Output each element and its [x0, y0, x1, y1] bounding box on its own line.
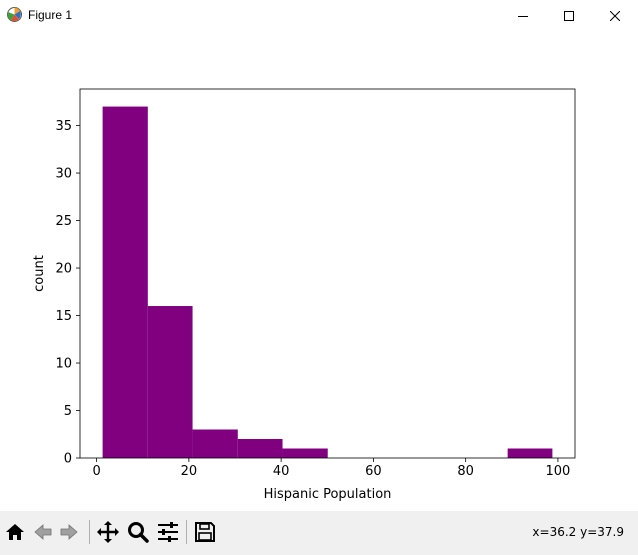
home-button[interactable] [2, 519, 28, 545]
x-tick-label: 0 [92, 464, 100, 479]
x-tick-label: 60 [365, 464, 382, 479]
histogram-bar [102, 106, 148, 459]
histogram-bar [147, 306, 193, 458]
histogram-bar [192, 429, 238, 458]
forward-arrow-icon [60, 524, 78, 540]
save-icon [195, 522, 215, 542]
minimize-button[interactable] [500, 0, 546, 31]
save-button[interactable] [192, 519, 218, 545]
back-arrow-icon [34, 524, 52, 540]
configure-subplots-button[interactable] [155, 519, 181, 545]
minimize-icon [518, 15, 528, 17]
close-icon [610, 10, 620, 21]
y-tick-label: 0 [64, 452, 72, 467]
maximize-button[interactable] [546, 0, 592, 31]
x-tick-label: 20 [181, 464, 198, 479]
y-tick-label: 20 [55, 262, 72, 277]
axes-frame [79, 88, 576, 459]
close-button[interactable] [592, 0, 638, 31]
navigation-toolbar: x=36.2 y=37.9 [0, 511, 638, 555]
y-tick-label: 25 [55, 214, 72, 229]
y-tick-label: 35 [55, 119, 72, 134]
y-tick-label: 15 [55, 309, 72, 324]
histogram-bar [282, 448, 328, 458]
window-title: Figure 1 [28, 8, 73, 22]
x-axis-label: Hispanic Population [264, 487, 392, 502]
pan-button[interactable] [95, 519, 121, 545]
histogram-chart: 0 20 40 60 80 100 0 5 10 15 20 25 30 35 Hispanic Popul… [32, 88, 576, 502]
x-tick-label: 100 [546, 464, 571, 479]
y-tick-label: 5 [64, 404, 72, 419]
x-tick-label: 40 [273, 464, 290, 479]
sliders-icon [158, 522, 178, 542]
figure-canvas[interactable]: 0 20 40 60 80 100 0 5 10 15 20 25 30 35 Hispanic Popul… [0, 31, 638, 511]
toolbar-separator [186, 520, 187, 544]
toolbar-separator [89, 520, 90, 544]
y-tick-label: 10 [55, 357, 72, 372]
title-bar[interactable]: Figure 1 [0, 0, 638, 32]
move-icon [97, 521, 119, 543]
zoom-button[interactable] [125, 519, 151, 545]
histogram-bar [507, 448, 553, 458]
back-button[interactable] [30, 519, 56, 545]
forward-button[interactable] [56, 519, 82, 545]
matplotlib-logo-icon [7, 7, 22, 22]
maximize-icon [564, 10, 574, 21]
cursor-coordinates: x=36.2 y=37.9 [532, 525, 624, 539]
y-tick-label: 30 [55, 167, 72, 182]
zoom-icon [128, 522, 149, 543]
x-tick-label: 80 [457, 464, 474, 479]
histogram-bar [237, 439, 283, 458]
home-icon [6, 524, 24, 540]
y-axis-label: count [32, 255, 47, 292]
